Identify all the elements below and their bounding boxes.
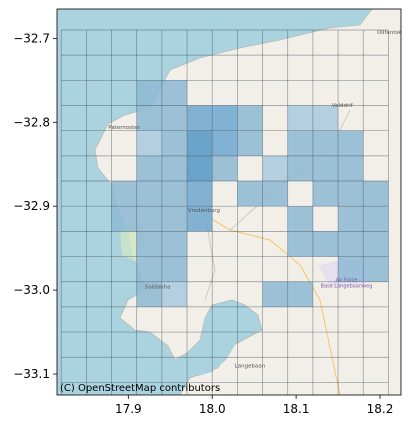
y-axis: −32.7 −32.8 −32.9 −33.0 −33.1 xyxy=(13,31,57,381)
heatmap-cell xyxy=(187,155,213,182)
heatmap-cell xyxy=(287,206,313,232)
place-label: Vredenburg xyxy=(188,208,220,214)
heatmap-cell xyxy=(111,181,137,207)
place-label: Paternoster xyxy=(108,125,140,131)
heatmap-cell xyxy=(363,231,389,257)
grid-lines xyxy=(60,29,389,395)
heatmap-cell xyxy=(212,130,238,156)
heatmap-cell xyxy=(262,155,288,182)
heatmap-cell xyxy=(237,105,263,131)
heatmap-cell xyxy=(161,181,188,207)
heatmap-cell xyxy=(287,155,313,182)
heatmap-cell xyxy=(237,130,263,156)
heatmap-cell xyxy=(136,281,162,307)
heatmap-cell xyxy=(338,231,364,257)
heatmap-cell xyxy=(161,130,188,156)
heatmap-cell xyxy=(136,80,162,106)
base-label-line2: Base Langebaanweg xyxy=(321,284,373,290)
place-labels: Paternoster Vredenburg Saldanha Langebaan Ve… xyxy=(108,30,409,369)
heatmap-cell xyxy=(338,130,364,156)
heatmap-cell xyxy=(136,181,162,207)
heatmap-cell xyxy=(212,155,238,182)
x-tick-label: 18.1 xyxy=(283,402,310,416)
heatmap-cell xyxy=(338,206,364,232)
base-label-line1: Air Force xyxy=(335,278,357,284)
heatmap-cell xyxy=(136,231,162,257)
heatmap-cell xyxy=(187,105,213,131)
place-label: Saldanha xyxy=(145,284,171,290)
heatmap-cell xyxy=(161,256,188,282)
heatmap-cell xyxy=(287,281,313,307)
heatmap-cell xyxy=(161,105,188,131)
heatmap-cell xyxy=(187,130,213,156)
heatmap-cell xyxy=(312,155,339,182)
x-axis: 17.9 18.0 18.1 18.2 xyxy=(115,395,393,416)
attribution-text: (C) OpenStreetMap contributors xyxy=(60,383,220,394)
heatmap-cell xyxy=(161,231,188,257)
heatmap-cell xyxy=(338,155,364,182)
x-tick-label: 18.2 xyxy=(367,402,394,416)
place-label: Langebaan xyxy=(235,363,266,369)
y-tick-label: −33.1 xyxy=(13,367,50,381)
heatmap-cell xyxy=(237,181,263,207)
heatmap-cell xyxy=(136,130,162,156)
heatmap-cell xyxy=(161,80,188,106)
heatmap-cell xyxy=(161,281,188,307)
y-tick-label: −33.0 xyxy=(13,283,50,297)
place-label: Velddrif xyxy=(332,103,354,109)
x-tick-label: 18.0 xyxy=(199,402,226,416)
lagoon xyxy=(192,304,255,376)
heatmap-cell xyxy=(136,256,162,282)
heatmap-cell xyxy=(161,155,188,182)
heatmap-cell xyxy=(111,206,137,232)
place-label: Olifantskop xyxy=(377,30,409,36)
heatmap-cell xyxy=(312,130,339,156)
heatmap-cell xyxy=(136,155,162,182)
airforce-base-marker: Air Force Base Langebaanweg xyxy=(321,278,373,290)
heatmap-cell xyxy=(262,281,288,307)
y-tick-label: −32.7 xyxy=(13,31,50,45)
heatmap-cell xyxy=(363,256,389,282)
heatmap-cell xyxy=(161,206,188,232)
heatmap-cell xyxy=(338,181,364,207)
heatmap-cell xyxy=(136,206,162,232)
map-axes: Paternoster Vredenburg Saldanha Langebaan Ve… xyxy=(13,8,409,416)
heatmap-cell xyxy=(287,105,313,131)
heatmap-cell xyxy=(312,181,339,207)
axes-frame xyxy=(56,8,402,396)
x-tick-label: 17.9 xyxy=(115,402,142,416)
heatmap-cell xyxy=(187,206,213,232)
heatmap-cell xyxy=(187,181,213,207)
heatmap-cell xyxy=(287,130,313,156)
heatmap-cell xyxy=(312,105,339,131)
heatmap-cell xyxy=(312,231,339,257)
heatmap-cell xyxy=(262,181,288,207)
heatmap-cells xyxy=(111,80,389,307)
y-tick-label: −32.8 xyxy=(13,115,50,129)
heatmap-cell xyxy=(338,256,364,282)
heatmap-cell xyxy=(287,231,313,257)
heatmap-cell xyxy=(136,105,162,131)
y-tick-label: −32.9 xyxy=(13,199,50,213)
heatmap-cell xyxy=(363,206,389,232)
heatmap-cell xyxy=(212,105,238,131)
heatmap-cell xyxy=(363,181,389,207)
